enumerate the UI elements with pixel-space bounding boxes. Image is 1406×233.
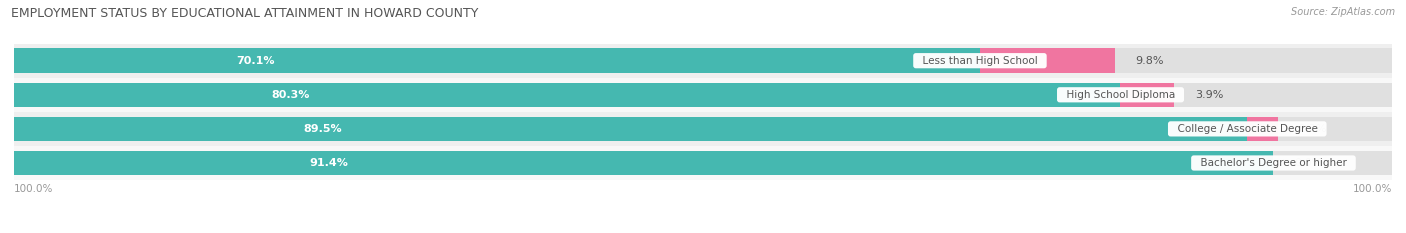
Text: 91.4%: 91.4% [309, 158, 349, 168]
Bar [980, 48, 1115, 73]
Bar [14, 151, 1392, 175]
Text: Bachelor's Degree or higher: Bachelor's Degree or higher [1194, 158, 1353, 168]
Text: EMPLOYMENT STATUS BY EDUCATIONAL ATTAINMENT IN HOWARD COUNTY: EMPLOYMENT STATUS BY EDUCATIONAL ATTAINM… [11, 7, 478, 20]
Text: 100.0%: 100.0% [1353, 184, 1392, 194]
Bar [14, 146, 1392, 180]
Text: 80.3%: 80.3% [271, 90, 309, 100]
Bar [14, 44, 1392, 78]
Bar [14, 82, 1121, 107]
Bar [14, 48, 1392, 73]
Text: High School Diploma: High School Diploma [1060, 90, 1181, 100]
Text: 100.0%: 100.0% [14, 184, 53, 194]
Text: Less than High School: Less than High School [915, 56, 1045, 66]
Text: 9.8%: 9.8% [1136, 56, 1164, 66]
Text: 0.0%: 0.0% [1294, 158, 1323, 168]
Bar [14, 82, 1392, 107]
Text: 70.1%: 70.1% [236, 56, 274, 66]
Text: College / Associate Degree: College / Associate Degree [1171, 124, 1324, 134]
Bar [14, 116, 1247, 141]
Text: 3.9%: 3.9% [1195, 90, 1223, 100]
Bar [14, 112, 1392, 146]
Bar [14, 116, 1392, 141]
Legend: In Labor Force, Unemployed: In Labor Force, Unemployed [605, 230, 801, 233]
Bar [1121, 82, 1174, 107]
Bar [1247, 116, 1278, 141]
Text: 89.5%: 89.5% [304, 124, 342, 134]
Bar [14, 48, 980, 73]
Text: 2.2%: 2.2% [1298, 124, 1327, 134]
Text: Source: ZipAtlas.com: Source: ZipAtlas.com [1291, 7, 1395, 17]
Bar [14, 78, 1392, 112]
Bar [14, 151, 1274, 175]
